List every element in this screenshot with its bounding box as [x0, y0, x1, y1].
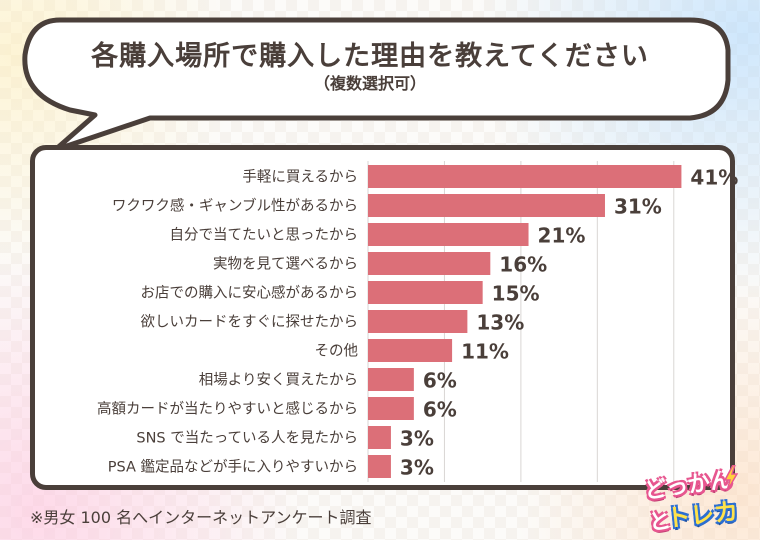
value-label: 41%	[690, 166, 738, 190]
footnote: ※男女 100 名へインターネットアンケート調査	[30, 508, 372, 527]
value-label: 6%	[423, 369, 457, 393]
category-label: 欲しいカードをすぐに探せたから	[141, 314, 359, 331]
category-label: その他	[315, 343, 359, 360]
bar	[368, 397, 414, 420]
value-label: 3%	[400, 456, 434, 480]
bar	[368, 281, 483, 304]
value-label: 16%	[499, 253, 547, 277]
category-label: 自分で当てたいと思ったから	[170, 227, 359, 244]
bar	[368, 194, 605, 217]
bar	[368, 165, 682, 188]
category-label: 手軽に買えるから	[242, 169, 358, 186]
value-label: 6%	[423, 398, 457, 422]
bars	[368, 165, 682, 478]
category-label: 実物を見て選べるから	[213, 256, 358, 273]
lightning-icon	[724, 465, 738, 491]
value-label: 11%	[461, 340, 509, 364]
bar	[368, 339, 453, 362]
bar	[368, 223, 529, 246]
category-label: SNS で当たっている人を見たから	[136, 430, 358, 447]
category-labels: 手軽に買えるからワクワク感・ギャンブル性があるから自分で当てたいと思ったから実物…	[97, 169, 358, 476]
bar	[368, 455, 391, 478]
bar	[368, 310, 468, 333]
value-label: 31%	[614, 195, 662, 219]
logo-text-2: トレカ	[664, 497, 740, 533]
bar	[368, 426, 391, 449]
value-label: 3%	[400, 427, 434, 451]
value-label: 15%	[492, 282, 540, 306]
category-label: 相場より安く買えたから	[199, 372, 358, 389]
category-label: PSA 鑑定品などが手に入りやすいから	[108, 459, 358, 476]
category-label: 高額カードが当たりやすいと感じるから	[97, 401, 358, 418]
bar	[368, 368, 414, 391]
bar	[368, 252, 491, 275]
value-label: 21%	[538, 224, 586, 248]
value-labels: 41%31%21%16%15%13%11%6%6%3%3%	[400, 166, 738, 480]
logo: どっかんと トレカ	[640, 465, 740, 536]
category-label: ワクワク感・ギャンブル性があるから	[112, 197, 358, 215]
chart-title: 各購入場所で購入した理由を教えてください	[91, 41, 649, 72]
chart-subtitle: （複数選択可）	[313, 74, 426, 93]
value-label: 13%	[476, 311, 524, 335]
category-label: お店での購入に安心感があるから	[141, 285, 359, 302]
